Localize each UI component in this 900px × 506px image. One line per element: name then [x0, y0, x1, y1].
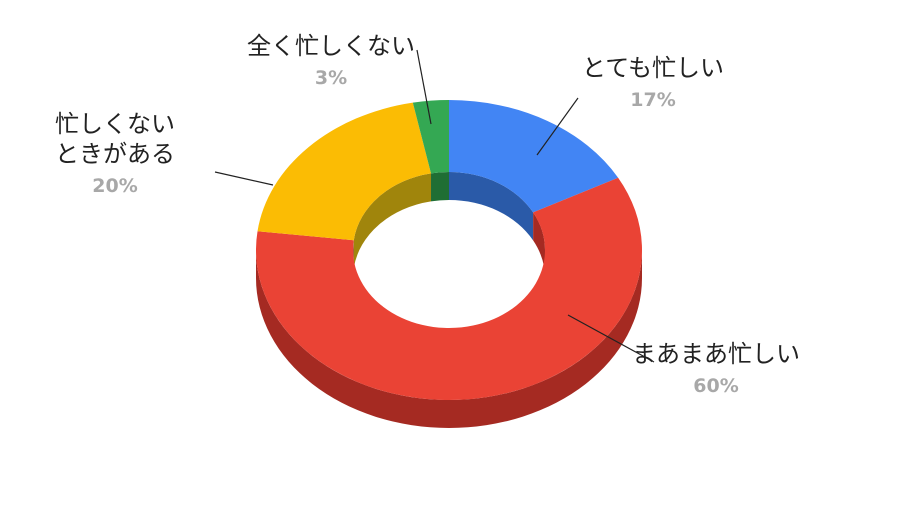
slice-3: [412, 100, 449, 174]
leader-line-0: [536, 97, 579, 156]
inner-wall-1: [533, 212, 545, 278]
donut-sides: [256, 172, 642, 428]
slice-labels: とても忙しい 17% まあまあ忙しい 60% 忙しくないときがある 20% 全く忙しくない 3…: [55, 32, 800, 397]
slice-percent-1: 60%: [693, 375, 738, 397]
slice-percent-0: 17%: [630, 89, 675, 111]
leader-line-2: [214, 171, 274, 186]
slice-2: [257, 102, 432, 241]
slice-percent-2: 20%: [92, 175, 137, 197]
slice-0: [449, 100, 619, 213]
slice-label-3: 全く忙しくない: [247, 32, 415, 60]
donut-slices: [255, 100, 642, 400]
inner-wall-0: [449, 172, 534, 241]
leader-lines: [214, 49, 655, 363]
leader-line-1: [567, 314, 655, 363]
inner-wall-3: [431, 172, 449, 202]
slice-percent-3: 3%: [315, 67, 347, 89]
inner-wall-2: [353, 173, 432, 269]
leader-line-3: [416, 49, 432, 125]
slice-1: [255, 177, 642, 400]
outer-side-1: [256, 250, 642, 428]
slice-label-0: とても忙しい: [582, 54, 724, 82]
slice-label-2: 忙しくないときがある: [55, 110, 175, 168]
slice-label-1: まあまあ忙しい: [632, 340, 800, 368]
